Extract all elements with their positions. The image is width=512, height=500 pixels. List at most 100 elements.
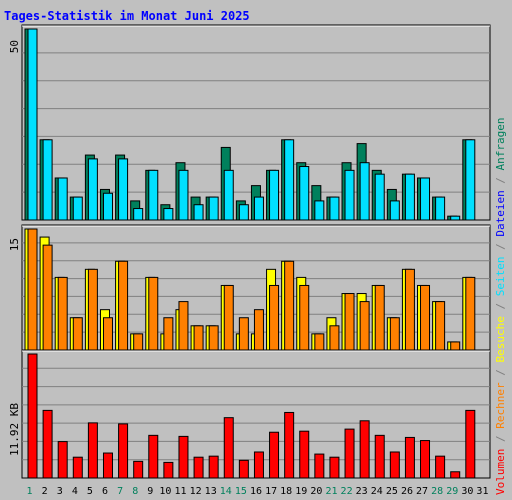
bar-volumen-day-8	[133, 460, 144, 479]
x-label-day-14: 14	[220, 486, 232, 497]
legend-seiten: Seiten	[494, 257, 507, 297]
bar-seiten-day-6	[102, 317, 113, 351]
x-label-day-6: 6	[102, 486, 108, 497]
bar-volumen-day-22	[344, 428, 355, 479]
legend-dateien: Dateien	[494, 190, 507, 236]
bar-volumen-day-6	[102, 452, 113, 479]
legend-volumen: Volumen	[494, 449, 507, 495]
bar-dateien-day-1	[27, 28, 38, 221]
x-label-day-30: 30	[461, 486, 473, 497]
legend-rechner: Rechner	[494, 382, 507, 429]
legend-anfragen: Anfragen	[494, 117, 507, 170]
bar-volumen-day-1	[27, 353, 38, 479]
bar-seiten-day-27	[420, 284, 431, 351]
ymax-label-visits: 15	[8, 238, 21, 251]
bar-dateien-day-14	[223, 169, 234, 221]
bar-volumen-day-21	[329, 456, 340, 479]
x-label-day-22: 22	[341, 486, 353, 497]
bar-seiten-day-3	[57, 276, 68, 351]
ymax-label-requests: 50	[8, 40, 21, 53]
x-label-day-18: 18	[280, 486, 292, 497]
bar-dateien-day-10	[163, 208, 174, 221]
bar-volumen-day-25	[389, 451, 400, 479]
bar-dateien-day-9	[148, 169, 159, 221]
x-label-day-21: 21	[325, 486, 337, 497]
bar-volumen-day-14	[223, 417, 234, 479]
bar-dateien-day-24	[374, 173, 385, 221]
bar-dateien-day-17	[269, 169, 280, 221]
bar-volumen-day-7	[118, 423, 129, 479]
volume-panel	[21, 349, 491, 479]
bar-dateien-day-18	[284, 139, 295, 221]
bar-volumen-day-2	[42, 409, 53, 479]
x-label-day-3: 3	[57, 486, 63, 497]
bar-dateien-day-20	[314, 200, 325, 221]
bar-volumen-day-17	[269, 431, 280, 479]
bar-seiten-day-16	[253, 309, 264, 351]
x-label-day-23: 23	[356, 486, 368, 497]
bar-seiten-day-7	[118, 260, 129, 351]
bar-dateien-day-8	[133, 208, 144, 221]
bar-dateien-day-12	[193, 204, 204, 221]
x-label-day-27: 27	[416, 486, 428, 497]
bar-dateien-day-19	[299, 166, 310, 221]
legend-sep-3: /	[494, 296, 507, 309]
bar-volumen-day-12	[193, 456, 204, 479]
bar-dateien-day-29	[450, 215, 461, 221]
bar-dateien-day-6	[102, 192, 113, 221]
bar-seiten-day-4	[72, 317, 83, 351]
bar-seiten-day-15	[238, 317, 249, 351]
bar-volumen-day-24	[374, 434, 385, 479]
bar-dateien-day-22	[344, 169, 355, 221]
x-label-day-11: 11	[174, 486, 186, 497]
bar-volumen-day-4	[72, 456, 83, 479]
x-label-day-8: 8	[132, 486, 138, 497]
bar-volumen-day-15	[238, 459, 249, 479]
bar-volumen-day-10	[163, 461, 174, 479]
bar-seiten-day-21	[329, 325, 340, 351]
bar-volumen-day-23	[359, 420, 370, 479]
bar-volumen-day-20	[314, 453, 325, 479]
x-label-day-19: 19	[295, 486, 307, 497]
bar-seiten-day-2	[42, 244, 53, 351]
bar-dateien-day-11	[178, 169, 189, 221]
bar-dateien-day-25	[389, 200, 400, 221]
x-label-day-24: 24	[371, 486, 383, 497]
bar-dateien-day-2	[42, 139, 53, 221]
x-label-day-9: 9	[147, 486, 153, 497]
bar-seiten-day-10	[163, 317, 174, 351]
bar-seiten-day-28	[435, 301, 446, 351]
bar-seiten-day-25	[389, 317, 400, 351]
right-legend: Volumen / Rechner / Besuche / Seiten / D…	[494, 117, 507, 495]
chart-title: Tages-Statistik im Monat Juni 2025	[4, 9, 250, 23]
requests-files-panel	[21, 24, 491, 221]
bar-seiten-day-20	[314, 333, 325, 351]
legend-sep-5: /	[494, 170, 507, 183]
bar-dateien-day-7	[118, 158, 129, 221]
bar-volumen-day-13	[208, 455, 219, 479]
bar-dateien-day-26	[404, 173, 415, 221]
bar-seiten-day-13	[208, 325, 219, 351]
bar-volumen-day-28	[435, 455, 446, 479]
bar-seiten-day-17	[269, 284, 280, 351]
bar-seiten-day-30	[465, 276, 476, 351]
bar-seiten-day-22	[344, 293, 355, 351]
bar-dateien-day-13	[208, 196, 219, 221]
x-label-day-16: 16	[250, 486, 262, 497]
bar-seiten-day-14	[223, 284, 234, 351]
bar-dateien-day-27	[420, 177, 431, 221]
bar-seiten-day-26	[404, 268, 415, 351]
x-label-day-12: 12	[190, 486, 202, 497]
bar-volumen-day-29	[450, 471, 461, 479]
bar-volumen-day-5	[87, 422, 98, 479]
svg-text:Volumen / Rechne: Volumen / Rechner / Besuche / Seiten / D…	[494, 117, 507, 495]
bar-seiten-day-18	[284, 260, 295, 351]
x-label-day-15: 15	[235, 486, 247, 497]
ymax-label-volume: 11.92 KB	[8, 403, 21, 456]
bar-dateien-day-21	[329, 196, 340, 221]
x-label-day-20: 20	[310, 486, 322, 497]
bar-volumen-day-3	[57, 441, 68, 479]
visits-pages-panel	[21, 224, 491, 351]
bar-seiten-day-8	[133, 333, 144, 351]
